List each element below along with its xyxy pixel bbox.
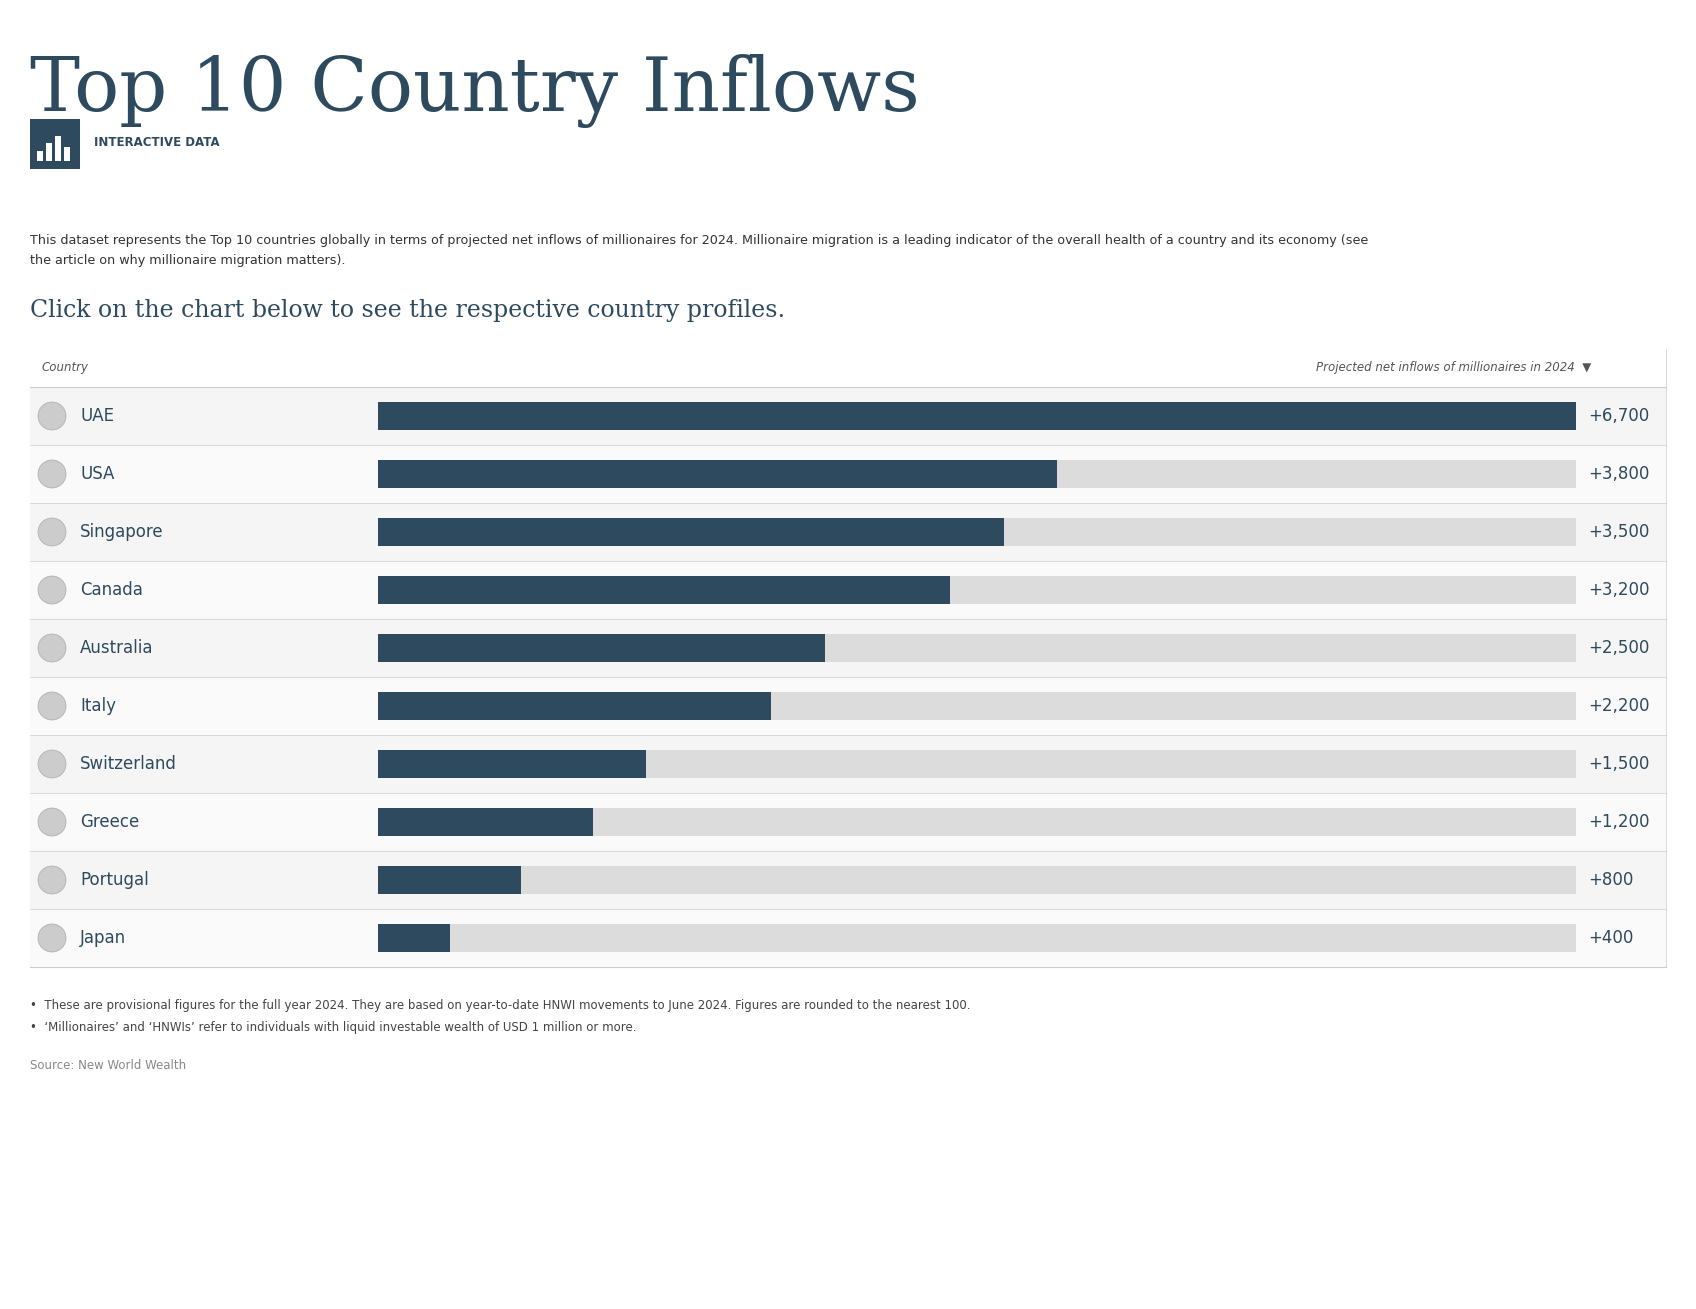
Bar	[31, 445, 1665, 503]
Bar	[31, 503, 1665, 562]
Text: •  These are provisional figures for the full year 2024. They are based on year-: • These are provisional figures for the …	[31, 999, 970, 1012]
Text: Singapore: Singapore	[80, 524, 163, 541]
Text: This dataset represents the Top 10 countries globally in terms of projected net : This dataset represents the Top 10 count…	[31, 234, 1369, 247]
Bar	[378, 402, 1576, 429]
Circle shape	[37, 808, 66, 836]
Bar	[31, 793, 1665, 851]
Text: +800: +800	[1587, 870, 1633, 889]
Circle shape	[37, 867, 66, 894]
Bar	[31, 734, 1665, 793]
Circle shape	[37, 459, 66, 488]
Bar	[378, 634, 824, 662]
Circle shape	[37, 750, 66, 778]
Bar	[378, 576, 950, 603]
Text: Country: Country	[42, 361, 88, 374]
Bar	[31, 350, 1665, 387]
Bar	[46, 143, 53, 161]
Text: Japan: Japan	[80, 929, 126, 946]
Text: Click on the chart below to see the respective country profiles.: Click on the chart below to see the resp…	[31, 298, 785, 322]
Bar	[378, 924, 1576, 952]
Bar	[31, 562, 1665, 619]
Text: Source: New World Wealth: Source: New World Wealth	[31, 1059, 187, 1072]
Text: Top 10 Country Inflows: Top 10 Country Inflows	[31, 54, 919, 128]
Text: Australia: Australia	[80, 639, 154, 657]
Text: +3,800: +3,800	[1587, 465, 1650, 483]
Circle shape	[37, 924, 66, 952]
Bar	[378, 518, 1576, 546]
Text: +1,500: +1,500	[1587, 755, 1650, 774]
Bar	[378, 402, 1576, 429]
Text: Portugal: Portugal	[80, 870, 149, 889]
Bar	[378, 459, 1058, 488]
Bar	[31, 851, 1665, 908]
Text: +400: +400	[1587, 929, 1633, 946]
Bar	[31, 387, 1665, 445]
Bar	[378, 576, 1576, 603]
Bar	[31, 908, 1665, 967]
Bar	[378, 867, 521, 894]
Bar	[378, 634, 1576, 662]
Bar	[31, 619, 1665, 677]
Bar	[378, 808, 592, 836]
Text: +1,200: +1,200	[1587, 813, 1650, 831]
Text: Switzerland: Switzerland	[80, 755, 176, 774]
Text: +6,700: +6,700	[1587, 407, 1649, 425]
Bar	[378, 692, 1576, 720]
Bar	[378, 867, 1576, 894]
Bar	[378, 808, 1576, 836]
Bar	[378, 518, 1004, 546]
Circle shape	[37, 518, 66, 546]
Text: USA: USA	[80, 465, 114, 483]
Text: INTERACTIVE DATA: INTERACTIVE DATA	[93, 136, 219, 148]
Text: UAE: UAE	[80, 407, 114, 425]
Text: •  ‘Millionaires’ and ‘HNWIs’ refer to individuals with liquid investable wealth: • ‘Millionaires’ and ‘HNWIs’ refer to in…	[31, 1021, 636, 1034]
Circle shape	[37, 692, 66, 720]
Text: +3,200: +3,200	[1587, 581, 1650, 600]
Text: +3,500: +3,500	[1587, 524, 1650, 541]
Bar	[54, 136, 61, 161]
Bar	[378, 750, 1576, 778]
Bar	[378, 924, 449, 952]
Bar	[378, 692, 772, 720]
Bar	[31, 350, 1665, 967]
Bar	[378, 750, 646, 778]
Circle shape	[37, 576, 66, 603]
Text: Canada: Canada	[80, 581, 142, 600]
Text: Greece: Greece	[80, 813, 139, 831]
FancyBboxPatch shape	[31, 119, 80, 169]
Circle shape	[37, 402, 66, 429]
Bar	[64, 147, 70, 161]
Circle shape	[37, 634, 66, 662]
Bar	[37, 152, 42, 161]
Text: +2,200: +2,200	[1587, 696, 1650, 715]
Text: Italy: Italy	[80, 696, 115, 715]
Text: the article on why millionaire migration matters).: the article on why millionaire migration…	[31, 254, 346, 267]
Bar	[378, 459, 1576, 488]
Text: +2,500: +2,500	[1587, 639, 1650, 657]
Bar	[31, 677, 1665, 734]
Text: Projected net inflows of millionaires in 2024  ▼: Projected net inflows of millionaires in…	[1316, 361, 1591, 374]
